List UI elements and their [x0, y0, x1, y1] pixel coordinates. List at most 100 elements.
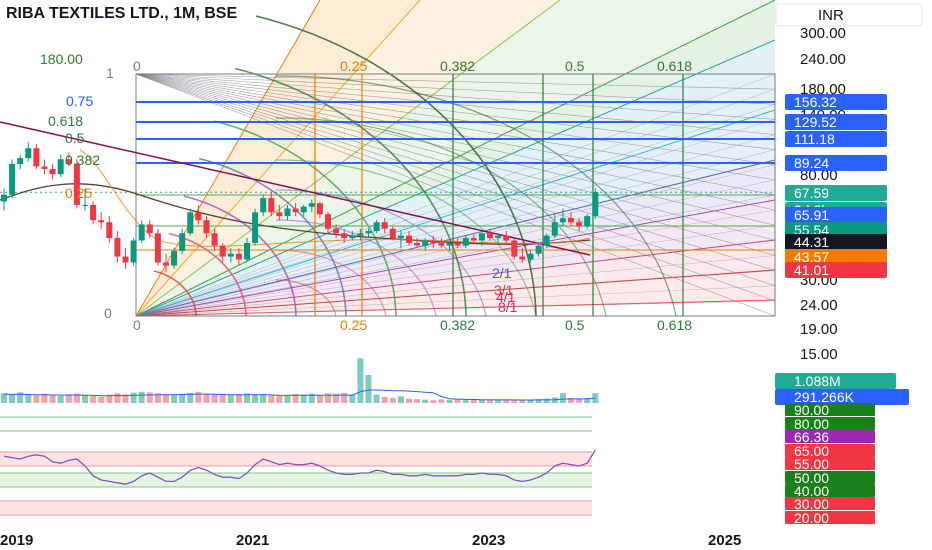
- volume-bar: [171, 394, 178, 403]
- price-tag-label: 89.24: [794, 155, 829, 171]
- price-tag-label: 67.59: [794, 185, 829, 201]
- candle-body: [487, 233, 493, 239]
- volume-bar: [438, 399, 445, 403]
- candle-body: [495, 235, 502, 239]
- volume-bar: [487, 400, 493, 403]
- volume-bar: [130, 392, 137, 403]
- candle-body: [535, 245, 542, 254]
- candle-body: [203, 220, 210, 234]
- candle-body: [73, 164, 80, 205]
- candle-body: [25, 148, 32, 159]
- fan-line: [135, 109, 776, 317]
- volume-bar: [122, 394, 129, 403]
- volume-bar: [397, 396, 404, 403]
- rsi-tag: [785, 471, 875, 484]
- fan-arc: [153, 270, 197, 317]
- volume-bar: [65, 394, 72, 403]
- candle-body: [179, 233, 186, 251]
- rsi-tag: [785, 430, 875, 443]
- volume-bar: [519, 399, 526, 403]
- candle-body: [244, 243, 250, 260]
- price-tag-label: 129.52: [794, 114, 837, 130]
- candle-body: [1, 194, 7, 202]
- y-tick-label: 24.00: [800, 297, 838, 314]
- fan-arc: [275, 75, 677, 317]
- volume-bar: [9, 394, 16, 403]
- candle-body: [438, 243, 445, 246]
- volume-bar: [25, 394, 32, 403]
- volume-bar: [154, 393, 161, 403]
- y-tick-label: 240.00: [800, 51, 846, 68]
- candle-body: [163, 262, 169, 266]
- candle-body: [154, 233, 161, 263]
- volume-bar: [33, 395, 40, 403]
- candles: [1, 142, 599, 273]
- fan-line: [135, 0, 776, 317]
- candle-body: [454, 243, 461, 246]
- candle-body: [146, 224, 153, 234]
- fib-top-label: 0: [133, 58, 141, 74]
- x-tick-label: 2023: [472, 532, 505, 549]
- volume-bar: [1, 393, 7, 403]
- candle-body: [300, 206, 307, 213]
- volume-bar: [276, 395, 283, 403]
- volume-bar: [260, 393, 267, 403]
- volume-bar: [454, 399, 461, 403]
- fan-grid-line: [135, 73, 776, 166]
- fib-top-label: 0.25: [340, 58, 367, 74]
- candle-body: [478, 233, 485, 241]
- volume-bar: [195, 391, 202, 403]
- fan-grid-line: [135, 88, 776, 317]
- fan-grid-line: [135, 300, 776, 317]
- volume-bar: [73, 393, 80, 403]
- volume-bar: [365, 375, 372, 403]
- candle-body: [365, 231, 372, 234]
- volume-bar: [41, 393, 48, 403]
- moving-average-line: [0, 183, 591, 245]
- fan-grid-line: [135, 73, 776, 211]
- volume-bar: [114, 393, 121, 403]
- fan-grid-line: [135, 73, 776, 120]
- volume-bar: [235, 394, 242, 403]
- rsi-tag-label: 30.00: [794, 496, 829, 512]
- rsi-tag: [785, 403, 875, 416]
- price-tag-label: 43.57: [794, 249, 829, 265]
- fib-labels: 180.0010.750.6180.50.3820.250000.250.250…: [40, 51, 692, 333]
- fib-left-label: 0.75: [66, 93, 93, 109]
- volume-bar: [98, 396, 105, 403]
- candle-body: [397, 235, 404, 239]
- x-tick-label: 2019: [0, 532, 33, 549]
- candle-body: [341, 233, 348, 239]
- candle-body: [17, 158, 24, 165]
- candle-body: [389, 228, 396, 239]
- volume-bar: [187, 392, 194, 403]
- candle-body: [308, 203, 315, 207]
- candle-body: [235, 253, 242, 260]
- fan-grid-line: [135, 240, 776, 317]
- volume-bar: [592, 393, 599, 403]
- fib-left-label: 0.382: [65, 152, 100, 168]
- candle-body: [316, 203, 323, 215]
- candle-body: [65, 159, 72, 165]
- candle-body: [446, 243, 453, 246]
- fan-grid-line: [135, 119, 776, 317]
- volume-bar: [284, 394, 291, 403]
- fan-grid-line: [135, 255, 776, 317]
- currency-box[interactable]: [775, 3, 923, 27]
- fan-grid-line: [135, 73, 776, 302]
- volume-bar: [106, 394, 113, 403]
- price-tag-label: 44.31: [794, 234, 829, 250]
- volume-bar: [535, 399, 542, 403]
- fan-arc: [275, 249, 387, 317]
- time-axis[interactable]: 2019 2021 2023 2025: [0, 532, 741, 549]
- candle-body: [195, 212, 202, 221]
- x-tick-label: 2021: [236, 532, 269, 549]
- fan-grid-line: [135, 73, 776, 105]
- price-tag: [785, 94, 887, 110]
- volume-tag: [775, 373, 896, 389]
- volume-bar: [146, 392, 153, 403]
- volume-tag-label: 291.266K: [794, 389, 855, 405]
- rsi-tag: [785, 444, 875, 457]
- fib-left-label: 0.5: [65, 130, 85, 146]
